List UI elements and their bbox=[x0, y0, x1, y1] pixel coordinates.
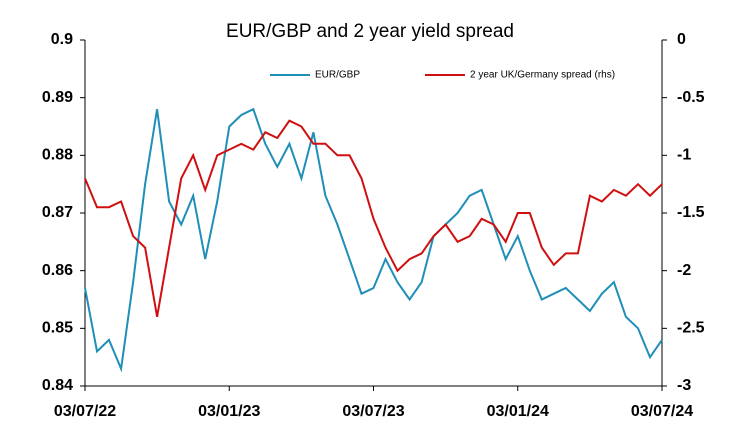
y2-tick-label: -0.5 bbox=[677, 89, 705, 106]
y2-tick-label: -3 bbox=[677, 377, 691, 394]
x-tick-label: 03/07/24 bbox=[631, 403, 693, 420]
legend-label: EUR/GBP bbox=[315, 70, 360, 81]
y2-tick-label: 0 bbox=[677, 31, 686, 48]
y2-tick-label: -1 bbox=[677, 147, 691, 164]
chart-title: EUR/GBP and 2 year yield spread bbox=[226, 21, 514, 42]
y-tick-label: 0.88 bbox=[42, 147, 73, 164]
y-tick-label: 0.86 bbox=[42, 262, 73, 279]
x-tick-label: 03/01/23 bbox=[198, 403, 260, 420]
y-tick-label: 0.89 bbox=[42, 89, 73, 106]
x-tick-label: 03/01/24 bbox=[487, 403, 549, 420]
legend-label: 2 year UK/Germany spread (rhs) bbox=[470, 70, 615, 81]
y-tick-label: 0.9 bbox=[51, 31, 73, 48]
y2-tick-label: -2 bbox=[677, 262, 691, 279]
line-series bbox=[84, 107, 663, 373]
y-tick-label: 0.85 bbox=[42, 320, 73, 337]
y2-tick-label: -2.5 bbox=[677, 320, 705, 337]
line-series bbox=[84, 119, 663, 317]
y-tick-label: 0.87 bbox=[42, 204, 73, 221]
y2-tick-label: -1.5 bbox=[677, 204, 705, 221]
y-tick-label: 0.84 bbox=[42, 377, 73, 394]
x-tick-label: 03/07/23 bbox=[342, 403, 404, 420]
x-tick-label: 03/07/22 bbox=[54, 403, 116, 420]
